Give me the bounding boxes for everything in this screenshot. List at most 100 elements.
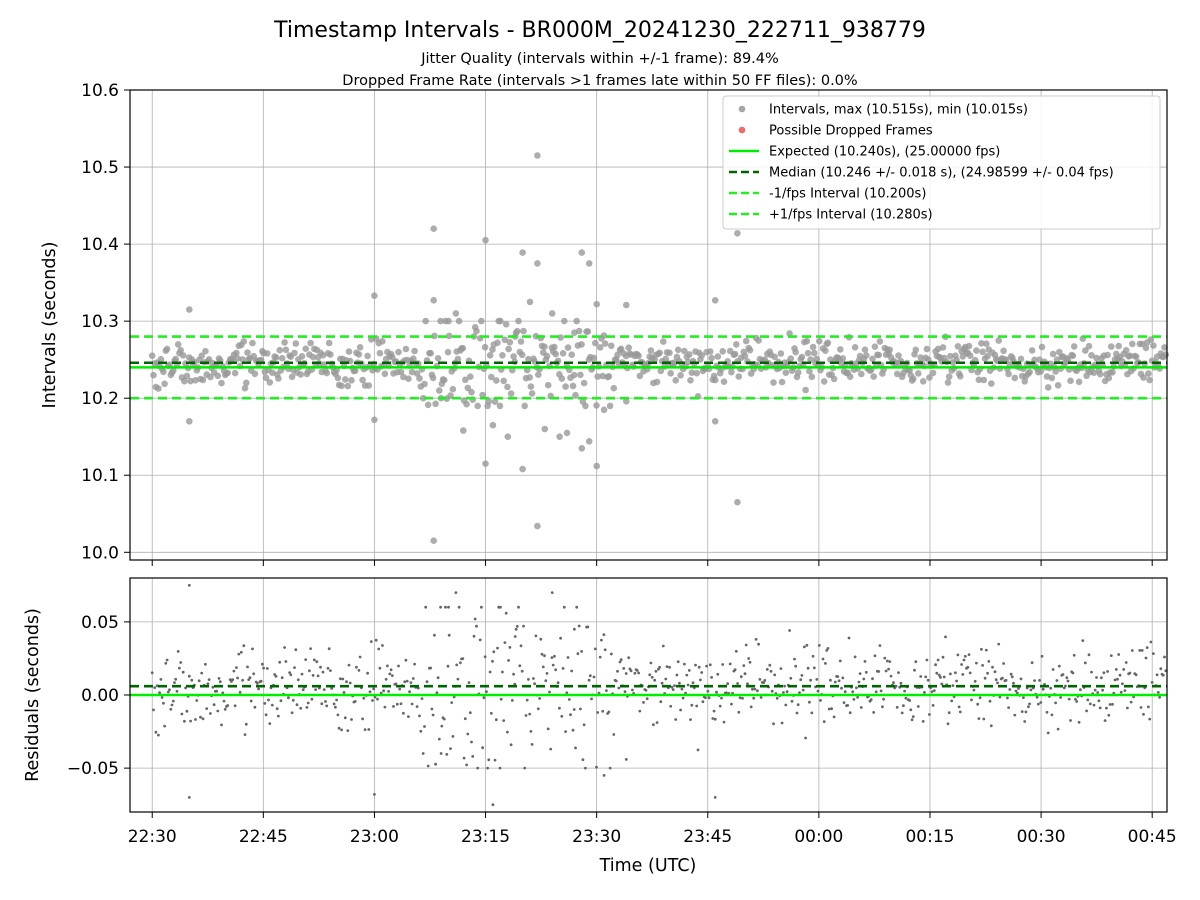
residual-point xyxy=(388,672,392,676)
residual-point xyxy=(892,681,895,685)
residual-point xyxy=(544,679,548,683)
residual-point xyxy=(336,713,340,717)
residual-point xyxy=(278,660,282,664)
residual-point xyxy=(513,682,517,686)
residual-point xyxy=(1054,701,1057,705)
interval-point xyxy=(647,347,655,354)
residual-point xyxy=(930,690,934,694)
residual-point xyxy=(160,696,164,699)
interval-point xyxy=(281,339,288,346)
residual-point xyxy=(251,647,254,651)
y-tick-label: −0.05 xyxy=(67,759,119,779)
residual-point xyxy=(434,762,437,766)
residual-point xyxy=(894,684,898,688)
residual-point xyxy=(519,644,523,648)
legend-label: Intervals, max (10.515s), min (10.015s) xyxy=(769,103,1028,118)
residual-point xyxy=(574,746,577,750)
interval-point xyxy=(150,371,157,379)
residual-point xyxy=(593,647,597,651)
residual-point xyxy=(984,648,988,652)
interval-point xyxy=(408,368,416,376)
interval-point xyxy=(544,381,552,389)
residual-point xyxy=(988,699,992,703)
residual-point xyxy=(456,677,460,681)
residual-point xyxy=(765,668,769,671)
interval-point xyxy=(923,345,931,353)
interval-point xyxy=(851,344,859,351)
residual-point xyxy=(499,697,503,701)
interval-point xyxy=(436,387,443,394)
interval-point xyxy=(462,376,469,384)
residual-point xyxy=(758,678,762,681)
residual-point xyxy=(584,766,587,770)
residual-point xyxy=(734,649,738,653)
residual-point xyxy=(800,674,804,677)
residual-point xyxy=(763,679,767,682)
residual-point xyxy=(1152,652,1155,655)
interval-point xyxy=(693,369,700,377)
interval-point xyxy=(1070,343,1078,350)
residual-point xyxy=(570,669,574,673)
interval-point xyxy=(161,380,168,388)
interval-point xyxy=(816,337,823,345)
residual-point xyxy=(1105,706,1108,710)
residual-point xyxy=(1155,673,1159,677)
residual-point xyxy=(614,679,618,683)
interval-point xyxy=(355,351,363,358)
residual-point xyxy=(720,696,723,700)
interval-point xyxy=(400,373,407,381)
residual-point xyxy=(312,658,316,662)
residual-point xyxy=(533,682,536,686)
interval-point xyxy=(1150,342,1157,349)
interval-point xyxy=(186,306,193,313)
interval-point xyxy=(449,385,457,393)
interval-point xyxy=(610,384,618,392)
interval-point xyxy=(824,339,832,347)
residual-point xyxy=(1030,661,1034,665)
residual-point xyxy=(701,700,705,704)
interval-point xyxy=(1067,377,1074,385)
residual-point xyxy=(179,661,183,664)
residual-point xyxy=(627,656,631,660)
residual-point xyxy=(806,666,810,670)
interval-point xyxy=(240,338,248,345)
interval-point xyxy=(792,348,799,356)
residual-point xyxy=(411,677,415,680)
residual-point xyxy=(1069,719,1072,722)
residual-point xyxy=(1072,653,1076,657)
residual-point xyxy=(550,656,554,659)
residual-point xyxy=(678,681,681,685)
residual-point xyxy=(694,663,697,667)
interval-point xyxy=(1162,351,1170,358)
residual-point xyxy=(788,629,791,632)
residual-point xyxy=(173,681,176,684)
residual-point xyxy=(967,653,971,656)
interval-point xyxy=(416,375,423,382)
residual-point xyxy=(914,660,918,664)
residual-point xyxy=(697,665,701,669)
interval-point xyxy=(806,367,813,375)
residual-point xyxy=(910,718,914,722)
residual-point xyxy=(994,678,998,682)
residual-point xyxy=(950,699,954,703)
interval-point xyxy=(1085,342,1093,350)
interval-point xyxy=(1082,347,1089,354)
residual-point xyxy=(502,719,506,722)
residual-point xyxy=(501,670,504,674)
residual-point xyxy=(1109,654,1113,657)
residual-point xyxy=(166,690,170,694)
residual-point xyxy=(596,711,600,714)
residual-point xyxy=(1040,654,1044,658)
residuals-panel: −0.05 0.00 0.05 22:30 22:45 23:00 23:15 23:30 23… xyxy=(67,577,1177,847)
interval-point xyxy=(755,337,762,344)
residual-point xyxy=(510,699,514,702)
interval-point xyxy=(979,348,986,356)
residual-point xyxy=(486,766,489,770)
residual-point xyxy=(1039,701,1043,704)
residual-point xyxy=(187,583,191,587)
residual-point xyxy=(616,669,619,673)
x-tick-label: 23:30 xyxy=(572,827,621,847)
residual-point xyxy=(424,605,428,609)
residual-point xyxy=(541,665,545,669)
interval-point xyxy=(667,370,674,377)
